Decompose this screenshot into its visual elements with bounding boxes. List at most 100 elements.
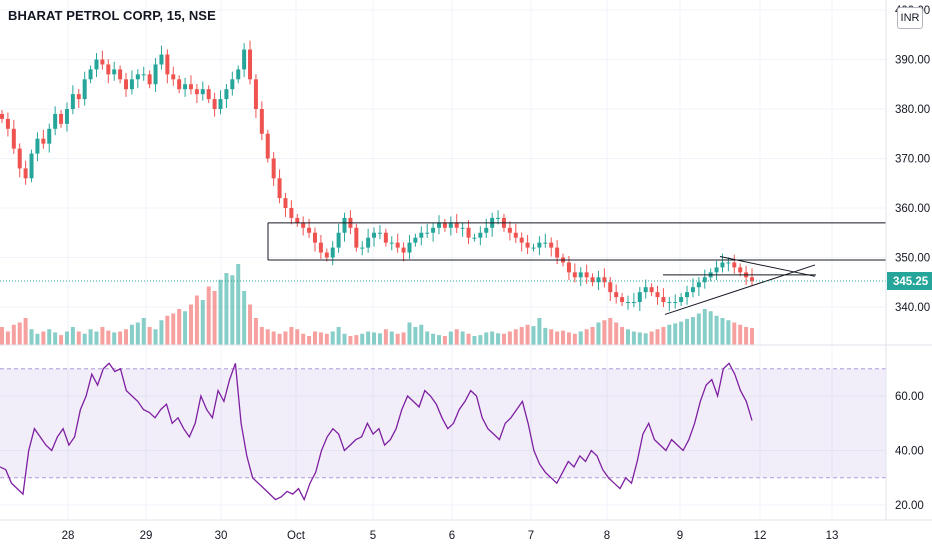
volume-bar [537,318,542,345]
volume-bar [259,327,264,345]
candle-body [584,272,589,278]
candle-body [637,292,642,303]
candle-body [141,74,146,76]
volume-bar [94,331,99,345]
volume-bar [277,333,282,345]
volume-bar [726,320,731,345]
candle-body [566,262,571,273]
volume-bar [507,331,512,345]
volume-bar [141,318,146,345]
volume-bar [283,331,288,345]
volume-bar [330,331,335,345]
volume-bar [59,335,64,345]
volume-bar [531,326,536,345]
volume-bar [513,329,518,345]
volume-bar [253,318,258,345]
volume-bar [425,331,430,345]
candle-body [702,277,707,283]
volume-bar [336,327,341,345]
candle-body [124,79,129,90]
candle-body [301,222,306,228]
volume-bar [696,313,701,345]
volume-bar [236,264,241,345]
volume-bar [301,333,306,345]
candle-body [590,277,595,283]
candle-body [11,128,16,149]
volume-bar [47,329,52,345]
volume-bar [437,335,442,345]
candle-body [183,84,188,90]
volume-bar [76,331,81,345]
volume-bar [702,309,707,345]
candle-body [643,287,648,293]
volume-bar [561,330,566,345]
candle-body [47,128,52,144]
candle-body [265,133,270,159]
volume-bar [82,333,87,345]
volume-bars [0,264,754,345]
volume-bar [324,333,329,345]
candle-body [88,69,93,80]
candle-body [70,94,75,109]
candle-body [519,237,524,243]
candle-body [531,247,536,249]
candle-body [224,89,229,100]
volume-bar [129,324,134,345]
candle-body [129,79,134,90]
candles [0,40,754,311]
last-price-badge [887,272,932,291]
candle-body [360,247,365,249]
candle-body [425,232,430,234]
volume-bar [419,324,424,345]
candle-body [726,262,731,264]
volume-bar [543,327,548,345]
price-tick-label: 380.00 [895,104,930,116]
candle-body [631,302,636,304]
volume-bar [490,331,495,345]
volume-bar [519,327,524,345]
volume-bar [649,331,654,345]
volume-bar [295,329,300,345]
volume-bar [118,331,123,345]
volume-bar [395,333,400,345]
candle-body [35,138,40,154]
candle-body [496,217,501,219]
candle-body [696,282,701,288]
volume-bar [631,331,636,345]
volume-bar [584,329,589,345]
candle-body [555,247,560,258]
price-axis: 400.00390.00380.00370.00360.00350.00340.… [895,5,930,314]
candle-body [295,217,300,223]
volume-bar [673,323,678,345]
candle-body [484,227,489,233]
candle-body [596,277,601,283]
candle-body [649,287,654,293]
candle-body [750,277,754,282]
volume-bar [200,300,205,345]
currency-button[interactable]: INR [897,7,923,29]
volume-bar [348,336,353,345]
rsi-tick-label: 60.00 [895,391,924,403]
volume-bar [389,331,394,345]
candle-body [200,89,205,95]
candle-body [17,148,22,169]
volume-bar [147,327,152,345]
volume-bar [383,329,388,345]
candle-body [478,232,483,238]
volume-bar [106,330,111,345]
volume-bar [366,331,371,345]
candle-body [277,178,282,199]
candle-body [413,237,418,243]
candle-body [112,69,117,75]
time-tick-label: 9 [677,530,683,542]
volume-bar [685,318,690,345]
volume-bar [431,333,436,345]
candle-body [336,232,341,248]
volume-bar [342,333,347,345]
volume-bar [194,295,199,345]
volume-bar [637,332,642,345]
candle-body [507,227,512,233]
candle-body [437,222,442,228]
volume-bar [590,327,595,345]
